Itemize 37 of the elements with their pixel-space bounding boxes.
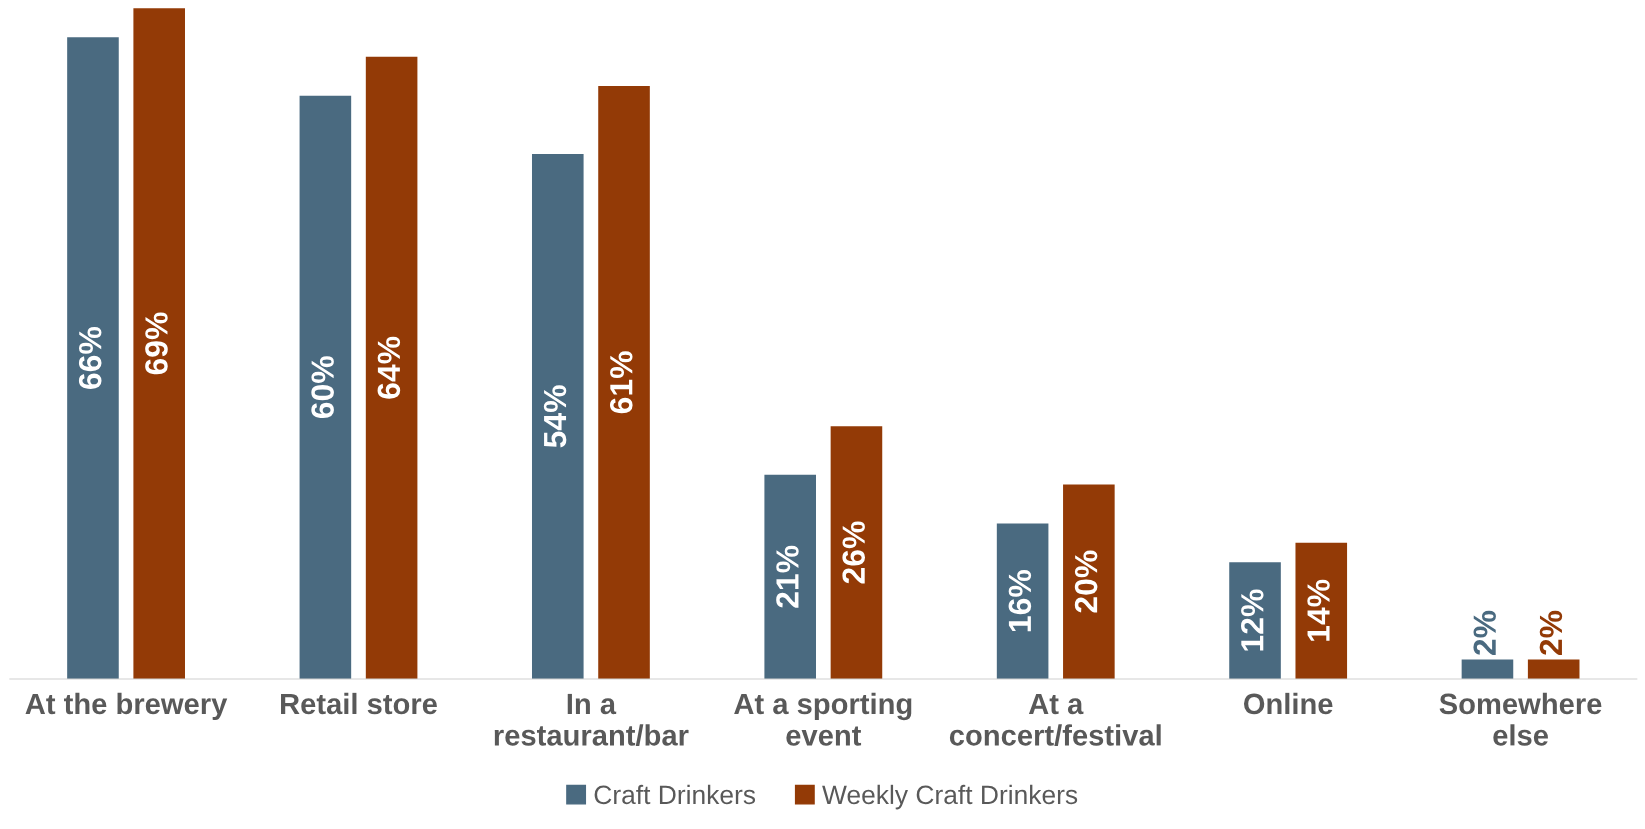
bar <box>299 95 352 679</box>
x-tick-label: Somewhere else <box>1439 692 1602 746</box>
x-tick-label: At a sporting event <box>734 692 912 746</box>
bar <box>365 56 418 679</box>
data-label: 16% <box>1008 570 1032 632</box>
data-label: 2% <box>1473 610 1496 656</box>
data-label: 60% <box>311 356 334 419</box>
data-label: 26% <box>842 521 866 584</box>
bar <box>830 426 883 679</box>
bar <box>1527 659 1580 679</box>
bar <box>1229 562 1281 679</box>
data-label: 61% <box>609 351 633 414</box>
bar <box>1063 484 1115 679</box>
data-label: 54% <box>543 385 567 448</box>
bar <box>531 153 584 679</box>
data-label: 21% <box>776 545 799 608</box>
x-tick-label: In a restaurant/bar <box>494 693 689 746</box>
data-label: 14% <box>1307 579 1330 641</box>
data-label: 2% <box>1539 610 1563 656</box>
x-tick-label: At a concert/festival <box>949 693 1161 746</box>
legend-label: Craft Drinkers <box>594 784 756 805</box>
data-label: 69% <box>145 312 168 375</box>
bar <box>996 523 1049 679</box>
bar <box>1461 659 1514 679</box>
x-tick-label: At the brewery <box>25 692 228 721</box>
bar <box>133 8 185 679</box>
bar <box>1295 542 1348 679</box>
data-label: 20% <box>1074 550 1098 613</box>
x-tick-label: Online <box>1243 692 1333 715</box>
data-label: 64% <box>377 336 401 399</box>
bar <box>67 37 119 679</box>
x-tick-label: Retail store <box>281 692 437 715</box>
data-label: 66% <box>78 327 102 389</box>
legend-label: Weekly Craft Drinkers <box>822 784 1078 810</box>
data-label: 12% <box>1240 589 1264 651</box>
bar <box>764 474 816 679</box>
bar <box>598 85 650 679</box>
